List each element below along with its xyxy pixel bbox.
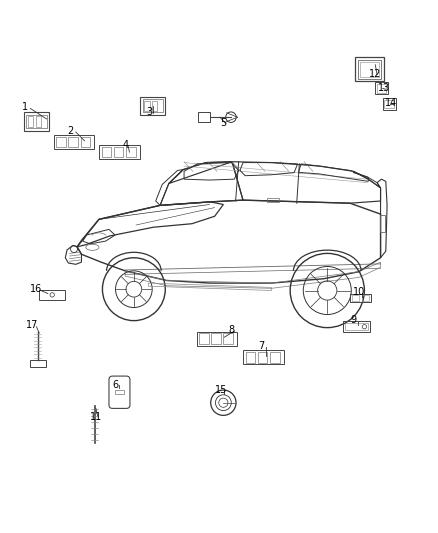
- Text: 10: 10: [353, 287, 365, 297]
- Bar: [143, 99, 162, 112]
- Bar: [115, 390, 124, 394]
- Text: 5: 5: [220, 118, 226, 128]
- Bar: [345, 323, 368, 330]
- Bar: [152, 101, 157, 111]
- Text: 13: 13: [378, 83, 390, 93]
- Bar: [385, 100, 394, 108]
- Bar: [362, 295, 369, 301]
- Bar: [267, 198, 279, 202]
- Text: 3: 3: [146, 107, 152, 117]
- Text: 6: 6: [112, 380, 118, 390]
- Text: 17: 17: [26, 320, 38, 330]
- Text: 8: 8: [228, 325, 234, 335]
- Bar: [383, 98, 396, 110]
- Bar: [26, 115, 46, 128]
- Bar: [54, 135, 94, 149]
- Bar: [360, 61, 379, 77]
- Text: 15: 15: [215, 385, 227, 394]
- Bar: [380, 215, 385, 231]
- Bar: [28, 116, 33, 127]
- Bar: [102, 147, 111, 157]
- Bar: [199, 333, 208, 344]
- Bar: [352, 295, 359, 301]
- Bar: [30, 360, 46, 367]
- Bar: [39, 290, 65, 300]
- Bar: [246, 352, 255, 362]
- Bar: [68, 137, 78, 147]
- Text: 9: 9: [350, 315, 357, 325]
- Bar: [223, 333, 233, 344]
- Bar: [198, 112, 210, 122]
- Bar: [375, 82, 388, 94]
- Bar: [358, 60, 381, 78]
- Bar: [35, 116, 41, 127]
- Bar: [24, 112, 49, 131]
- Text: 16: 16: [30, 284, 42, 294]
- Bar: [244, 350, 284, 364]
- Bar: [114, 147, 124, 157]
- Text: 14: 14: [385, 98, 398, 108]
- Bar: [56, 137, 66, 147]
- Bar: [197, 332, 237, 345]
- Bar: [144, 101, 150, 111]
- Text: 11: 11: [90, 412, 102, 422]
- Bar: [377, 84, 386, 93]
- Bar: [140, 96, 165, 115]
- Bar: [126, 147, 136, 157]
- Bar: [81, 137, 90, 147]
- Bar: [258, 352, 268, 362]
- Text: 2: 2: [67, 126, 74, 136]
- Bar: [343, 321, 370, 332]
- Text: 4: 4: [122, 140, 128, 150]
- Bar: [350, 294, 371, 302]
- Text: 12: 12: [369, 69, 381, 78]
- Bar: [211, 333, 221, 344]
- Bar: [356, 57, 384, 81]
- Bar: [270, 352, 280, 362]
- Bar: [99, 145, 140, 159]
- Text: 7: 7: [259, 341, 265, 351]
- Text: 1: 1: [21, 102, 28, 112]
